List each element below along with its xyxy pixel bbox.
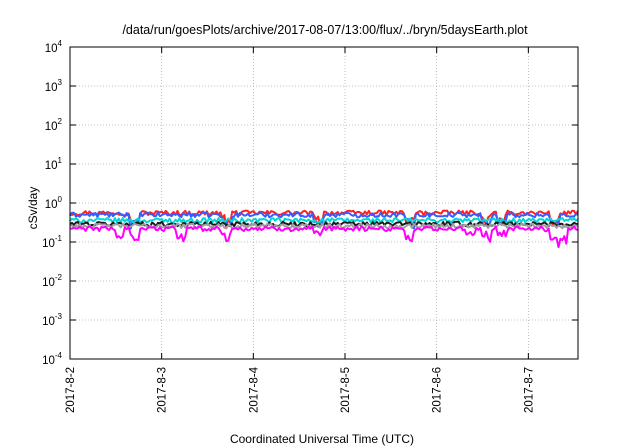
y-tick-label: 100 xyxy=(45,195,63,211)
y-tick-label: 10-2 xyxy=(42,273,62,289)
x-tick-label: 2017-8-6 xyxy=(432,367,444,413)
chart-title: /data/run/goesPlots/archive/2017-08-07/1… xyxy=(122,23,528,37)
y-tick-label: 10-4 xyxy=(42,351,62,367)
x-tick-label: 2017-8-5 xyxy=(340,367,352,413)
series-line xyxy=(69,209,579,230)
y-tick-label: 104 xyxy=(45,39,63,55)
y-tick-label: 10-3 xyxy=(42,312,62,328)
x-tick-label: 2017-8-4 xyxy=(248,366,260,413)
y-tick-label: 101 xyxy=(45,156,63,172)
x-tick-label: 2017-8-7 xyxy=(523,367,535,413)
y-tick-label: 102 xyxy=(45,117,63,133)
y-tick-label: 10-1 xyxy=(42,234,62,250)
tick-labels: 10-4 10-3 10-2 10-1 100 101 102 103 104 2017-8-2 2… xyxy=(42,39,535,413)
y-tick-label: 103 xyxy=(45,78,63,94)
axes xyxy=(69,46,579,360)
x-axis-label: Coordinated Universal Time (UTC) xyxy=(230,432,414,446)
series-line xyxy=(69,217,579,224)
plot-frame xyxy=(69,46,579,360)
x-tick-label: 2017-8-2 xyxy=(65,367,77,413)
x-tick-label: 2017-8-3 xyxy=(157,367,169,413)
data-series xyxy=(69,209,579,249)
grid-lines xyxy=(69,47,578,359)
series-line xyxy=(69,211,579,230)
series-line xyxy=(69,225,579,249)
y-axis-label: cSv/day xyxy=(26,187,40,230)
